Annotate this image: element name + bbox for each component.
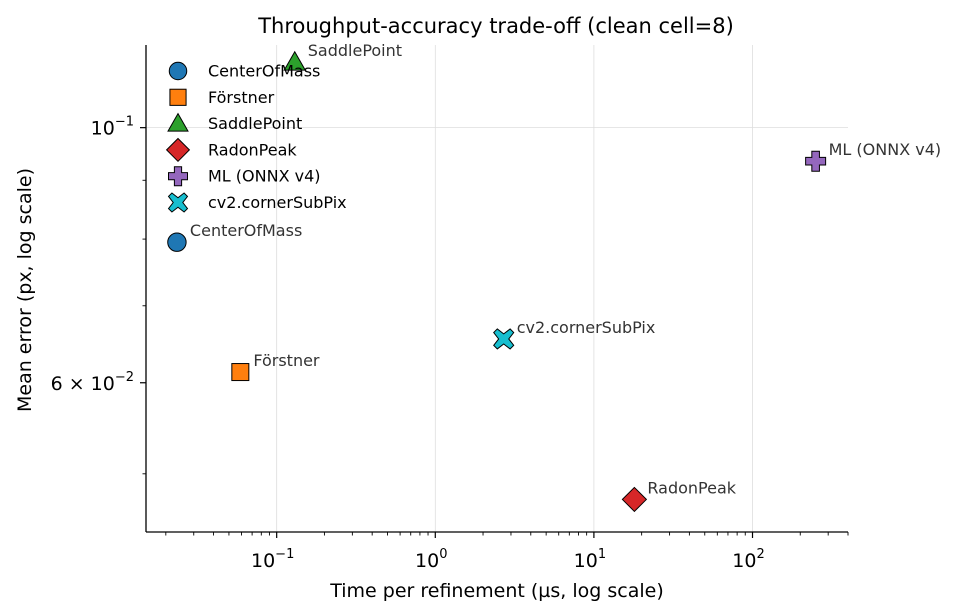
- x-tick-label: 100: [415, 547, 447, 572]
- point-label: SaddlePoint: [308, 41, 402, 60]
- point-label: cv2.cornerSubPix: [517, 318, 656, 337]
- legend-marker: [165, 137, 191, 163]
- legend: CenterOfMass Förstner SaddlePoint RadonPeak…: [165, 61, 347, 213]
- y-tick-label: 10−1: [91, 115, 134, 140]
- y-tick-label: 6 × 10−2: [51, 370, 134, 395]
- data-point: [231, 363, 250, 382]
- point-label: CenterOfMass: [190, 221, 302, 240]
- point-label: RadonPeak: [647, 478, 736, 497]
- legend-label: ML (ONNX v4): [208, 167, 321, 186]
- y-tick-labels: 10−1 6 × 10−2: [51, 115, 146, 395]
- grid-lines: [146, 45, 848, 532]
- x-tick-labels: 10−1 100 101 102: [251, 532, 765, 572]
- x-axis-label: Time per refinement (µs, log scale): [329, 580, 664, 602]
- data-point: [167, 232, 187, 252]
- legend-marker: [169, 88, 187, 106]
- data-point: [493, 328, 515, 350]
- data-point: [621, 486, 648, 513]
- data-points: [167, 50, 827, 513]
- legend-marker: [167, 112, 189, 132]
- legend-label: cv2.cornerSubPix: [208, 193, 347, 212]
- legend-label: CenterOfMass: [208, 62, 320, 81]
- point-label: Förstner: [253, 351, 320, 370]
- legend-marker: [168, 166, 188, 187]
- x-tick-label: 101: [574, 547, 606, 572]
- legend-label: Förstner: [208, 88, 275, 107]
- x-tick-label: 102: [732, 547, 764, 572]
- chart-title: Throughput-accuracy trade-off (clean cel…: [257, 14, 734, 38]
- data-point: [805, 150, 827, 172]
- legend-label: SaddlePoint: [208, 114, 302, 133]
- x-tick-label: 10−1: [251, 547, 294, 572]
- data-point: [283, 50, 307, 71]
- legend-marker: [168, 61, 188, 81]
- point-labels: CenterOfMass Förstner SaddlePoint RadonPeak…: [190, 41, 941, 497]
- y-axis-label: Mean error (px, log scale): [14, 168, 36, 412]
- point-label: ML (ONNX v4): [829, 140, 942, 159]
- legend-label: RadonPeak: [208, 140, 297, 159]
- legend-marker: [167, 192, 189, 213]
